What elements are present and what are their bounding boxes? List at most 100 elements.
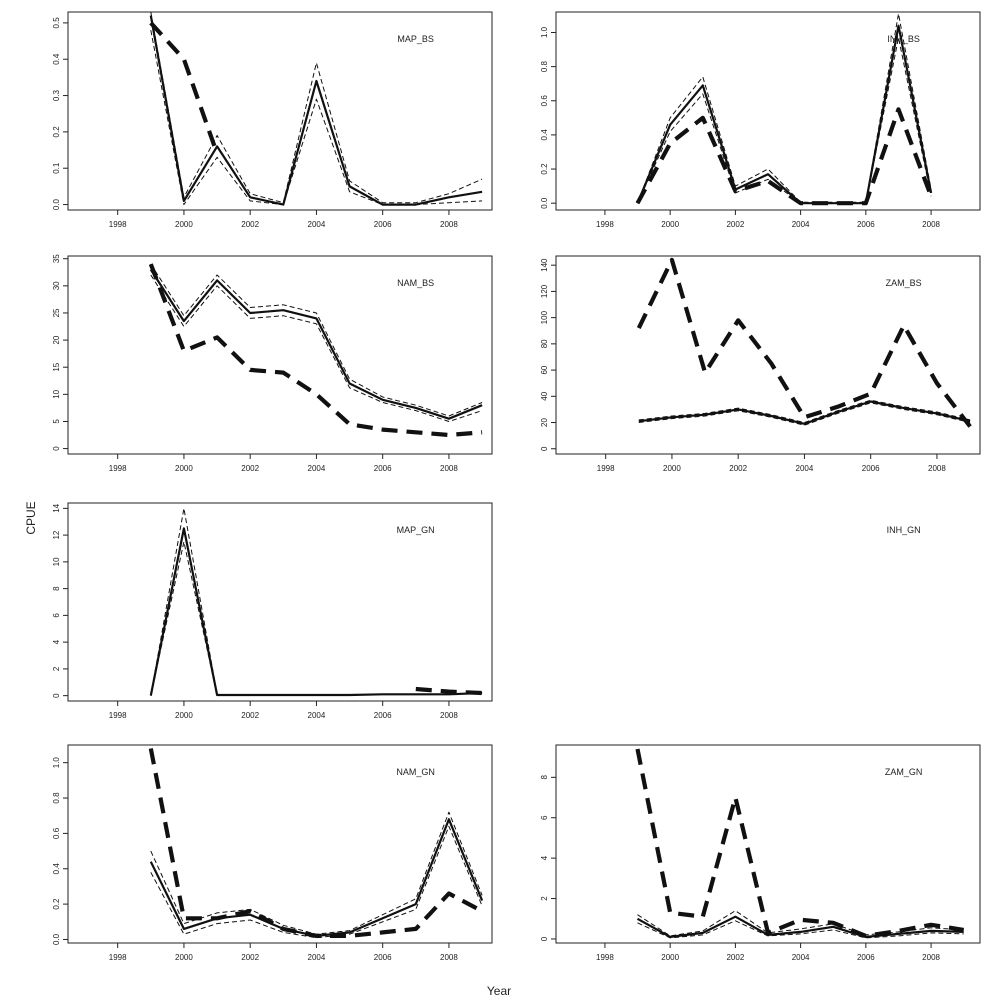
panel-title: NAM_BS — [397, 278, 434, 288]
y-tick-label: 10 — [52, 557, 61, 566]
x-tick-label: 1998 — [109, 464, 127, 473]
y-tick-label: 1.0 — [52, 757, 61, 769]
y-tick-label: 6 — [52, 613, 61, 618]
y-tick-label: 0.8 — [52, 792, 61, 804]
x-tick-label: 2006 — [857, 953, 875, 962]
series-line-solid — [149, 269, 483, 420]
plot-frame — [67, 255, 493, 455]
plot-frame — [67, 502, 493, 702]
y-tick-label: 30 — [52, 281, 61, 290]
panel-title: INH_GN — [887, 525, 921, 535]
y-tick-label: 0.2 — [540, 163, 549, 175]
series-line-solid — [636, 915, 964, 939]
y-tick-label: 0 — [52, 693, 61, 698]
y-tick-label: 20 — [52, 335, 61, 344]
y-tick-label: 0.0 — [52, 933, 61, 945]
panel-title: ZAM_GN — [885, 767, 923, 777]
plot-frame — [67, 744, 493, 944]
x-tick-label: 2006 — [374, 464, 392, 473]
series-line-dashed-thin — [150, 274, 483, 422]
panel-map-bs: MAP_BS 1998 2000 2002 2004 2006 2008 0.0 0.1 0.2 0… — [52, 11, 493, 229]
x-tick-label: 2008 — [440, 953, 458, 962]
x-tick-label: 1998 — [109, 220, 127, 229]
series-line-dashed-thin — [637, 910, 964, 937]
series-line-dashed-thin — [150, 11, 483, 204]
shared-y-axis-label: CPUE — [24, 501, 38, 535]
panel-title: ZAM_BS — [886, 278, 922, 288]
x-tick-label: 2000 — [663, 464, 681, 473]
y-tick-label: 120 — [540, 284, 549, 298]
x-tick-label: 2002 — [241, 711, 259, 720]
x-tick-label: 2004 — [308, 711, 326, 720]
x-tick-label: 2004 — [308, 220, 326, 229]
panel-title: NAM_GN — [396, 767, 435, 777]
y-tick-label: 25 — [52, 308, 61, 317]
series-line-dashed-thick — [636, 257, 972, 428]
panel-title: INH_BS — [887, 34, 920, 44]
x-tick-label: 2000 — [661, 953, 679, 962]
x-tick-label: 1998 — [109, 711, 127, 720]
x-tick-label: 2002 — [241, 220, 259, 229]
panel-nam-gn: NAM_GN 1998 2000 2002 2004 2006 2008 0.0 0.2 0.4 0… — [52, 744, 493, 962]
y-tick-label: 0.6 — [52, 827, 61, 839]
series-line-solid — [636, 24, 933, 205]
series-line-dashed-thin — [637, 37, 932, 204]
series-line-dashed-thin — [637, 920, 964, 939]
series-line-dashed-thin — [150, 541, 218, 696]
series-line-solid — [149, 527, 483, 697]
series-line-dashed-thick — [415, 686, 483, 696]
plot-frame — [555, 255, 981, 455]
x-tick-label: 2006 — [374, 711, 392, 720]
x-tick-label: 2008 — [440, 220, 458, 229]
x-tick-label: 2008 — [440, 464, 458, 473]
panel-nam-bs: NAM_BS 1998 2000 2002 2004 2006 2008 0 5 10 15 20 25… — [52, 254, 493, 473]
x-tick-label: 2008 — [922, 953, 940, 962]
y-tick-label: 0.4 — [52, 53, 61, 65]
y-tick-label: 100 — [540, 310, 549, 324]
series-line-dashed-thin — [150, 263, 483, 417]
x-tick-label: 2002 — [241, 464, 259, 473]
y-tick-label: 8 — [52, 586, 61, 591]
series-line-dashed-thick — [635, 107, 934, 206]
plot-frame — [555, 11, 981, 211]
y-tick-label: 0.0 — [540, 197, 549, 209]
y-tick-label: 15 — [52, 362, 61, 371]
panel-map-gn: MAP_GN 1998 2000 2002 2004 2006 2008 0 2 4 6 8 10 12 1… — [52, 502, 493, 720]
x-tick-label: 2006 — [374, 220, 392, 229]
series-line-dashed-thick — [149, 21, 220, 155]
y-tick-label: 0.4 — [52, 863, 61, 875]
y-tick-label: 0.4 — [540, 129, 549, 141]
y-tick-label: 0.2 — [52, 126, 61, 138]
x-tick-label: 2000 — [175, 464, 193, 473]
series-line-dashed-thick — [635, 748, 965, 939]
x-tick-label: 2000 — [175, 953, 193, 962]
series-line-dashed-thick — [148, 748, 484, 939]
y-tick-label: 8 — [540, 775, 549, 780]
x-tick-label: 2004 — [308, 464, 326, 473]
panel-inh-gn: INH_GN — [887, 525, 921, 535]
y-tick-label: 4 — [52, 639, 61, 644]
y-tick-label: 0 — [52, 446, 61, 451]
plot-frame — [555, 744, 981, 944]
series-line-dashed-thin — [150, 825, 483, 939]
y-tick-label: 1.0 — [540, 26, 549, 38]
series-line-solid — [638, 400, 971, 425]
x-tick-label: 2002 — [241, 953, 259, 962]
y-tick-label: 0.6 — [540, 95, 549, 107]
x-tick-label: 2000 — [175, 711, 193, 720]
x-tick-label: 1998 — [109, 953, 127, 962]
y-tick-label: 80 — [540, 339, 549, 348]
y-tick-label: 0.0 — [52, 198, 61, 210]
y-tick-label: 140 — [540, 258, 549, 272]
x-tick-label: 2004 — [792, 220, 810, 229]
x-tick-label: 2002 — [726, 953, 744, 962]
series-line-dashed-thin — [150, 507, 218, 696]
x-tick-label: 2000 — [175, 220, 193, 229]
panel-title: MAP_GN — [397, 525, 435, 535]
x-tick-label: 2006 — [857, 220, 875, 229]
shared-x-axis-label: Year — [486, 984, 512, 998]
y-tick-label: 6 — [540, 815, 549, 820]
series-line-dashed-thick — [148, 263, 483, 438]
